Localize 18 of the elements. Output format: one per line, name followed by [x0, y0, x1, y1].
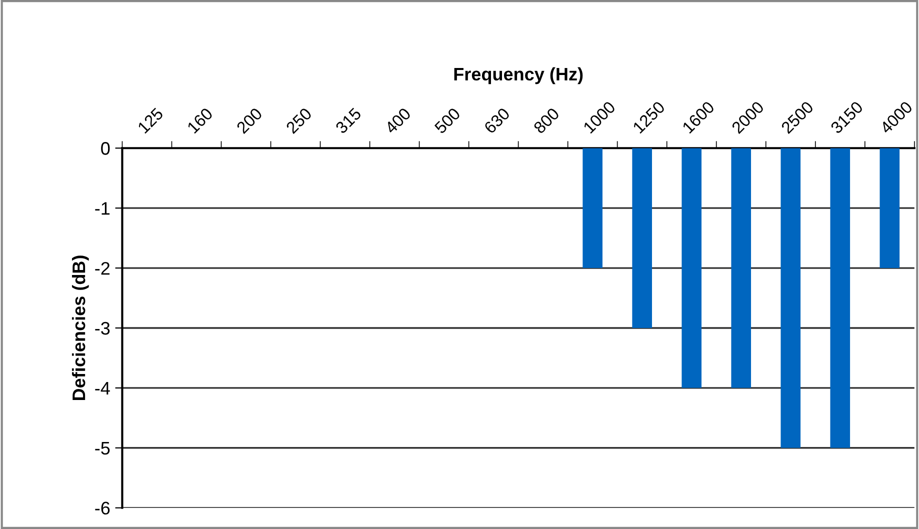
y-axis-title: Deficiencies (dB): [72, 256, 89, 400]
y-tick-label: 0: [101, 142, 110, 155]
x-tick-label: 630: [483, 107, 510, 134]
y-tick-label: -6: [95, 502, 110, 515]
y-tick-label: -5: [95, 442, 110, 455]
x-tick-label: 800: [532, 107, 560, 134]
y-tick-label: -4: [95, 382, 110, 394]
x-tick-label: 200: [236, 107, 263, 134]
y-tick-label: -3: [95, 322, 110, 335]
x-tick-label: 400: [384, 107, 412, 134]
x-axis-title: Frequency (Hz): [454, 67, 583, 84]
x-tick-label: 160: [186, 107, 214, 134]
x-tick-label: 315: [334, 107, 362, 134]
x-tick-label: 500: [434, 107, 461, 134]
x-tick-label: 250: [285, 107, 312, 134]
y-tick-label: -1: [95, 202, 110, 215]
x-tick-label: 125: [137, 107, 164, 134]
y-tick-label: -2: [95, 262, 110, 275]
